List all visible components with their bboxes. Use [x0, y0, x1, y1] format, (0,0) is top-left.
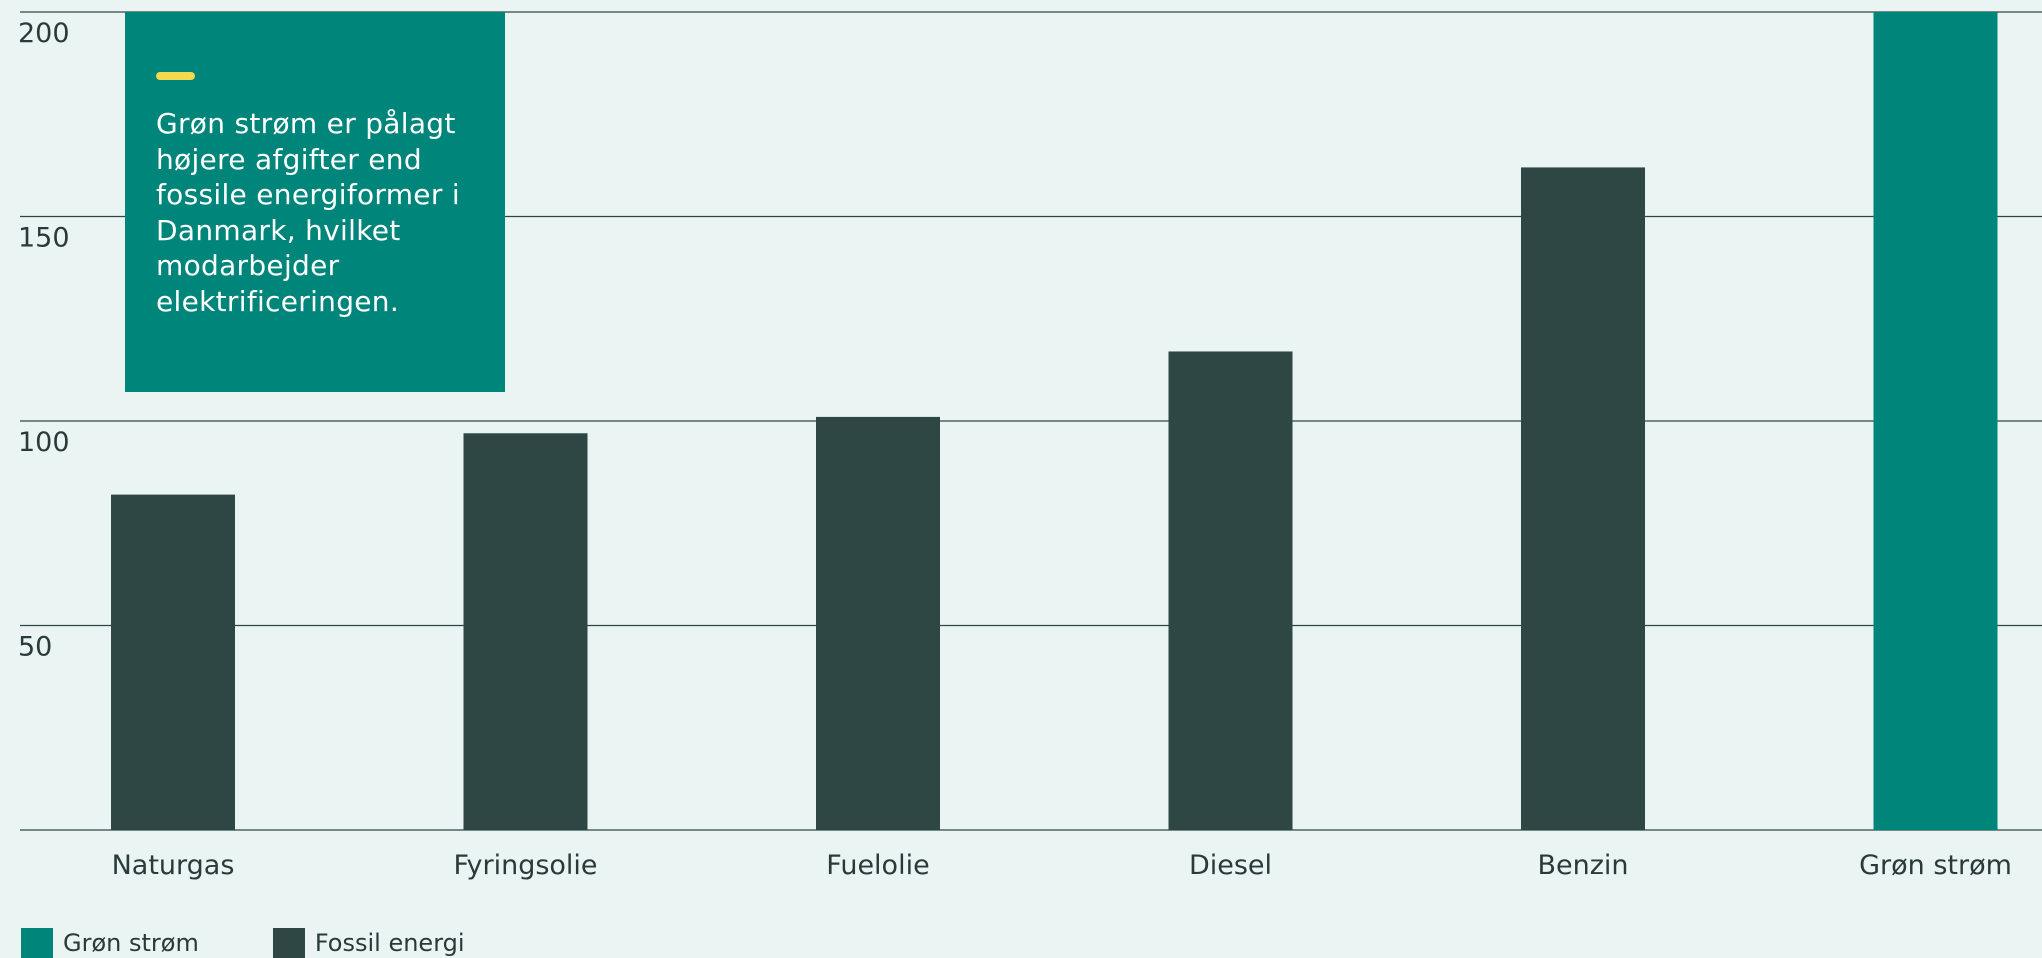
annotation-accent-bar	[156, 72, 195, 80]
x-tick-label-fyringsolie: Fyringsolie	[453, 850, 597, 881]
y-tick-label-150: 150	[18, 223, 70, 254]
bar-grøn-strøm	[1873, 12, 1998, 830]
x-tick-label-fuelolie: Fuelolie	[826, 850, 929, 881]
legend-item-green: Grøn strøm	[21, 928, 199, 958]
legend-item-fossil: Fossil energi	[272, 928, 465, 958]
bar-diesel	[1168, 351, 1293, 830]
x-tick-label-naturgas: Naturgas	[112, 850, 235, 881]
y-tick-label-100: 100	[18, 427, 70, 458]
x-tick-label-benzin: Benzin	[1537, 850, 1628, 881]
bar-naturgas	[111, 494, 235, 830]
bar-benzin	[1521, 167, 1645, 831]
x-tick-label-grøn-strøm: Grøn strøm	[1859, 850, 2012, 881]
legend: Grøn strøm Fossil energi	[21, 928, 539, 958]
legend-swatch-fossil	[272, 928, 305, 958]
bar-fyringsolie	[463, 433, 588, 830]
annotation-box: Grøn strøm er pålagt højere afgifter end…	[125, 12, 505, 392]
legend-label-fossil: Fossil energi	[314, 929, 465, 957]
x-tick-label-diesel: Diesel	[1189, 850, 1272, 881]
y-tick-label-50: 50	[18, 632, 52, 663]
annotation-text: Grøn strøm er pålagt højere afgifter end…	[156, 107, 460, 318]
legend-swatch-green	[21, 928, 53, 958]
bar-fuelolie	[816, 416, 940, 830]
legend-label-green: Grøn strøm	[63, 929, 199, 957]
y-tick-label-200: 200	[18, 18, 70, 49]
